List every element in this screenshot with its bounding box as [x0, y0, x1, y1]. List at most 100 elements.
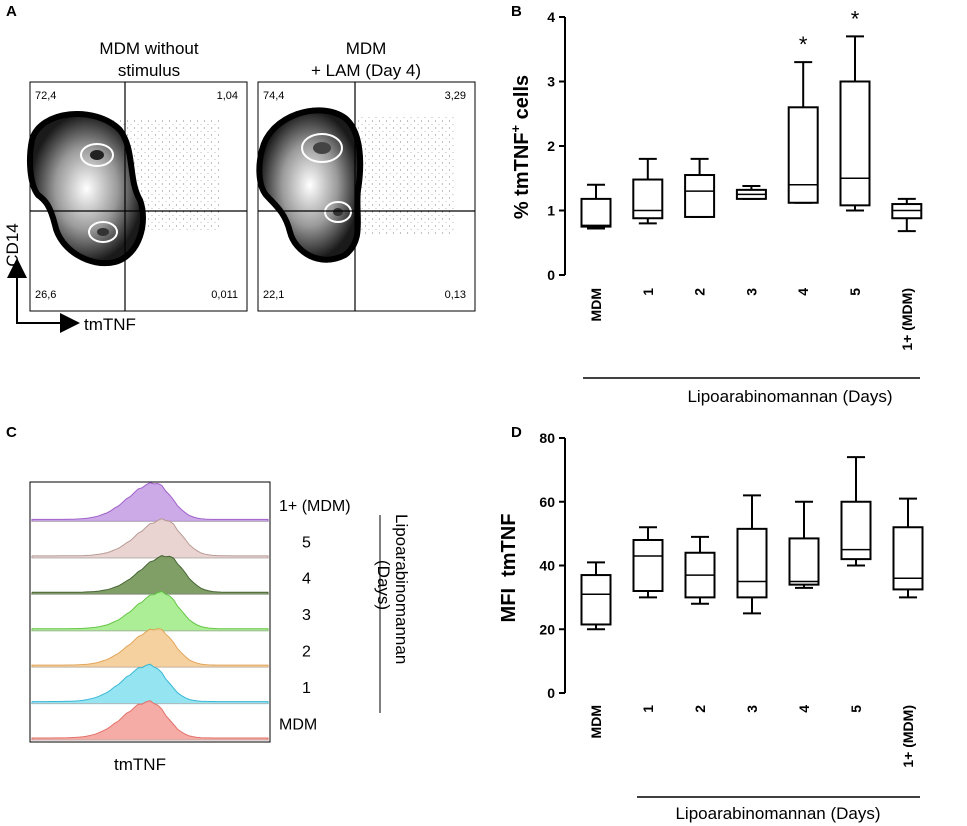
histogram-track-3 — [31, 590, 269, 632]
y-tick-label: 80 — [539, 430, 555, 446]
x-category-label: 1 — [640, 288, 656, 296]
chart-d: 0 20 40 60 80 MDM 1 2 3 4 5 1+ (MDM) — [539, 430, 924, 768]
y-tick-label: 20 — [539, 621, 555, 637]
plot1-quadrant-ur: 1,04 — [217, 90, 238, 102]
panel-a-x-label: tmTNF — [84, 315, 136, 334]
box-4 — [788, 500, 820, 589]
panel-c: C tmTNF Lipoarabinomannan (Days) — [6, 424, 411, 774]
panel-a-y-label: CD14 — [3, 223, 22, 266]
panel-c-group-label-line1: Lipoarabinomannan — [392, 514, 411, 664]
x-category-label: 5 — [847, 288, 863, 296]
histogram-track-5 — [31, 518, 269, 559]
panel-b-y-label: % tmTNF+ cells — [508, 75, 533, 219]
significance-star: * — [851, 6, 860, 31]
panel-d: D MFI tmTNF 0 20 40 60 80 MDM 1 2 3 4 5 1+ (MDM) Li… — [498, 424, 924, 823]
box-iqr — [736, 527, 768, 599]
histogram-tracks — [31, 482, 269, 741]
box-iqr — [632, 178, 664, 220]
y-tick-label: 0 — [547, 685, 555, 701]
x-category-label: 1+ (MDM) — [899, 288, 915, 351]
box-mdm — [580, 561, 612, 631]
box-1 — [632, 526, 664, 599]
box-iqr — [580, 197, 612, 228]
plot2-quadrant-ll: 22,1 — [263, 289, 284, 301]
histogram-track-mdm — [31, 700, 269, 741]
box-iqr — [632, 539, 664, 592]
box-1-mdm- — [891, 197, 923, 233]
histogram-track-label: 4 — [302, 571, 311, 588]
histogram-track-2 — [31, 628, 269, 668]
x-category-label: MDM — [588, 705, 604, 738]
box-iqr — [892, 526, 924, 591]
x-category-label: 2 — [692, 288, 708, 296]
panel-d-letter: D — [511, 424, 522, 441]
box-5: * — [839, 6, 871, 212]
plot2-title-line1: MDM — [346, 39, 387, 58]
x-category-label: MDM — [588, 288, 604, 321]
panel-b-y-label-sup: + — [508, 124, 523, 132]
significance-star: * — [799, 32, 808, 57]
y-tick-label: 2 — [547, 138, 555, 154]
box-iqr — [580, 574, 612, 626]
plot2-contour-core-upper — [313, 142, 331, 154]
cytometry-plot-lam-day4: MDM + LAM (Day 4) 74,4 3,29 22,1 0,13 — [256, 39, 476, 312]
x-category-label: 3 — [743, 288, 759, 296]
box-3 — [736, 494, 768, 615]
histogram-track-label: 3 — [302, 607, 311, 624]
box-1 — [632, 157, 664, 225]
x-category-label: 3 — [744, 705, 760, 713]
histogram-track-1 — [31, 663, 269, 705]
box-iqr — [788, 537, 820, 586]
x-category-label: 4 — [796, 705, 812, 713]
y-tick-label: 60 — [539, 494, 555, 510]
plot1-title-line2: stimulus — [118, 61, 180, 80]
histogram-track-label: 1 — [302, 680, 311, 697]
plot2-quadrant-ur: 3,29 — [445, 90, 466, 102]
y-tick-label: 3 — [547, 74, 555, 90]
panel-b-y-label-pre: % tmTNF — [511, 132, 533, 219]
histogram-track-label: 2 — [302, 644, 311, 661]
panel-a-letter: A — [6, 3, 17, 20]
panel-b-x-group-label: Lipoarabinomannan (Days) — [687, 387, 892, 406]
y-tick-label: 4 — [547, 9, 555, 25]
x-category-label: 1+ (MDM) — [900, 705, 916, 768]
plot2-title-line2: + LAM (Day 4) — [311, 61, 421, 80]
box-1-mdm- — [892, 497, 924, 599]
plot2-quadrant-lr: 0,13 — [445, 289, 466, 301]
box-mdm — [580, 183, 612, 230]
panel-b-y-label-post: cells — [511, 75, 533, 125]
y-tick-label: 1 — [547, 203, 555, 219]
plot1-contour-ring-upper — [80, 143, 114, 167]
panel-a: A MDM without stimulus 72,4 1,04 26,6 0,… — [3, 3, 476, 334]
plot1-title-line1: MDM without — [99, 39, 198, 58]
plot1-contour-ring-lower — [88, 221, 118, 243]
chart-b: 0 1 2 3 4 MDM 1 2 3 * 4 * 5 1+ (MDM) — [547, 6, 923, 351]
box-4: * — [787, 32, 819, 204]
plot2-contour-ring-upper — [301, 133, 343, 163]
plot1-quadrant-ul: 72,4 — [35, 90, 56, 102]
histogram-track-label: MDM — [279, 716, 317, 733]
box-2 — [684, 157, 716, 218]
box-5 — [840, 456, 872, 567]
panel-c-group-label-line2: (Days) — [374, 560, 393, 610]
plot2-contour-core-lower — [333, 208, 343, 216]
y-tick-label: 40 — [539, 558, 555, 574]
histogram-track-label: 1+ (MDM) — [279, 498, 351, 515]
x-category-label: 2 — [692, 705, 708, 713]
panel-d-y-label: MFI tmTNF — [498, 514, 520, 623]
x-category-label: 4 — [795, 288, 811, 296]
plot1-quadrant-ll: 26,6 — [35, 289, 56, 301]
box-iqr — [839, 80, 871, 207]
cytometry-plot-unstimulated: MDM without stimulus 72,4 1,04 26,6 0,01… — [27, 39, 248, 312]
x-category-label: 5 — [848, 705, 864, 713]
histogram-track-label: 5 — [302, 534, 311, 551]
histogram-frame — [29, 481, 271, 743]
plot2-contour-ring-lower — [324, 201, 352, 223]
panel-b: B % tmTNF+ cells 0 1 2 3 4 MDM 1 2 3 * 4 * 5 1+ (MDM)… — [508, 3, 923, 406]
histogram-track-4 — [31, 555, 269, 595]
histogram-track-1-mdm- — [31, 482, 269, 522]
panel-d-x-group-label: Lipoarabinomannan (Days) — [675, 804, 880, 823]
plot1-contour-core-lower — [97, 228, 109, 236]
box-iqr — [840, 500, 872, 561]
